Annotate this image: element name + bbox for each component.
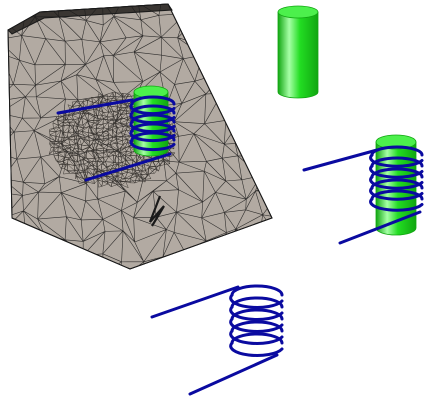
coil-turn-front [129,129,176,143]
coil-lead-top [302,148,379,172]
cylinder-body [277,11,319,99]
coil-turn-front [229,329,284,345]
coil-lead-bottom [338,210,422,245]
coil-lead-bottom [84,152,172,182]
mesh-crack-feature [148,195,165,227]
coil-turn-front [129,120,176,134]
coil-lead-bottom [188,353,279,396]
coil-wound-cylinder [302,134,424,245]
wound-coil [302,145,424,245]
coil-turn-front [369,175,424,190]
standalone-cylinder-core [277,5,319,99]
free-coil [150,284,284,396]
cylinder-top-cap [375,134,417,150]
coil-turn-front [369,164,424,179]
coil-turn-front [369,186,424,201]
coil-lead-top [56,98,134,115]
standalone-helical-coil [150,284,284,396]
cylinder-core [277,5,319,99]
coil-turn-front [129,111,176,125]
cylinder-top-cap [277,5,319,19]
coil-turn-front [129,138,176,152]
coil-turn-front [229,317,284,333]
coil-turn-front [229,305,284,321]
coil-turn-back [130,95,176,106]
embedded-coil [56,95,176,182]
embedded-coil-assembly [56,85,176,182]
coil-turn-back [230,284,284,297]
coil-turn-front [369,153,424,168]
coil-turn-front [129,102,176,116]
mesh-block-outline [7,3,273,270]
coil-turn-front [229,341,284,357]
coil-turn-front [369,197,424,212]
coil-turn-front [229,293,284,309]
coil-lead-top [150,285,240,319]
